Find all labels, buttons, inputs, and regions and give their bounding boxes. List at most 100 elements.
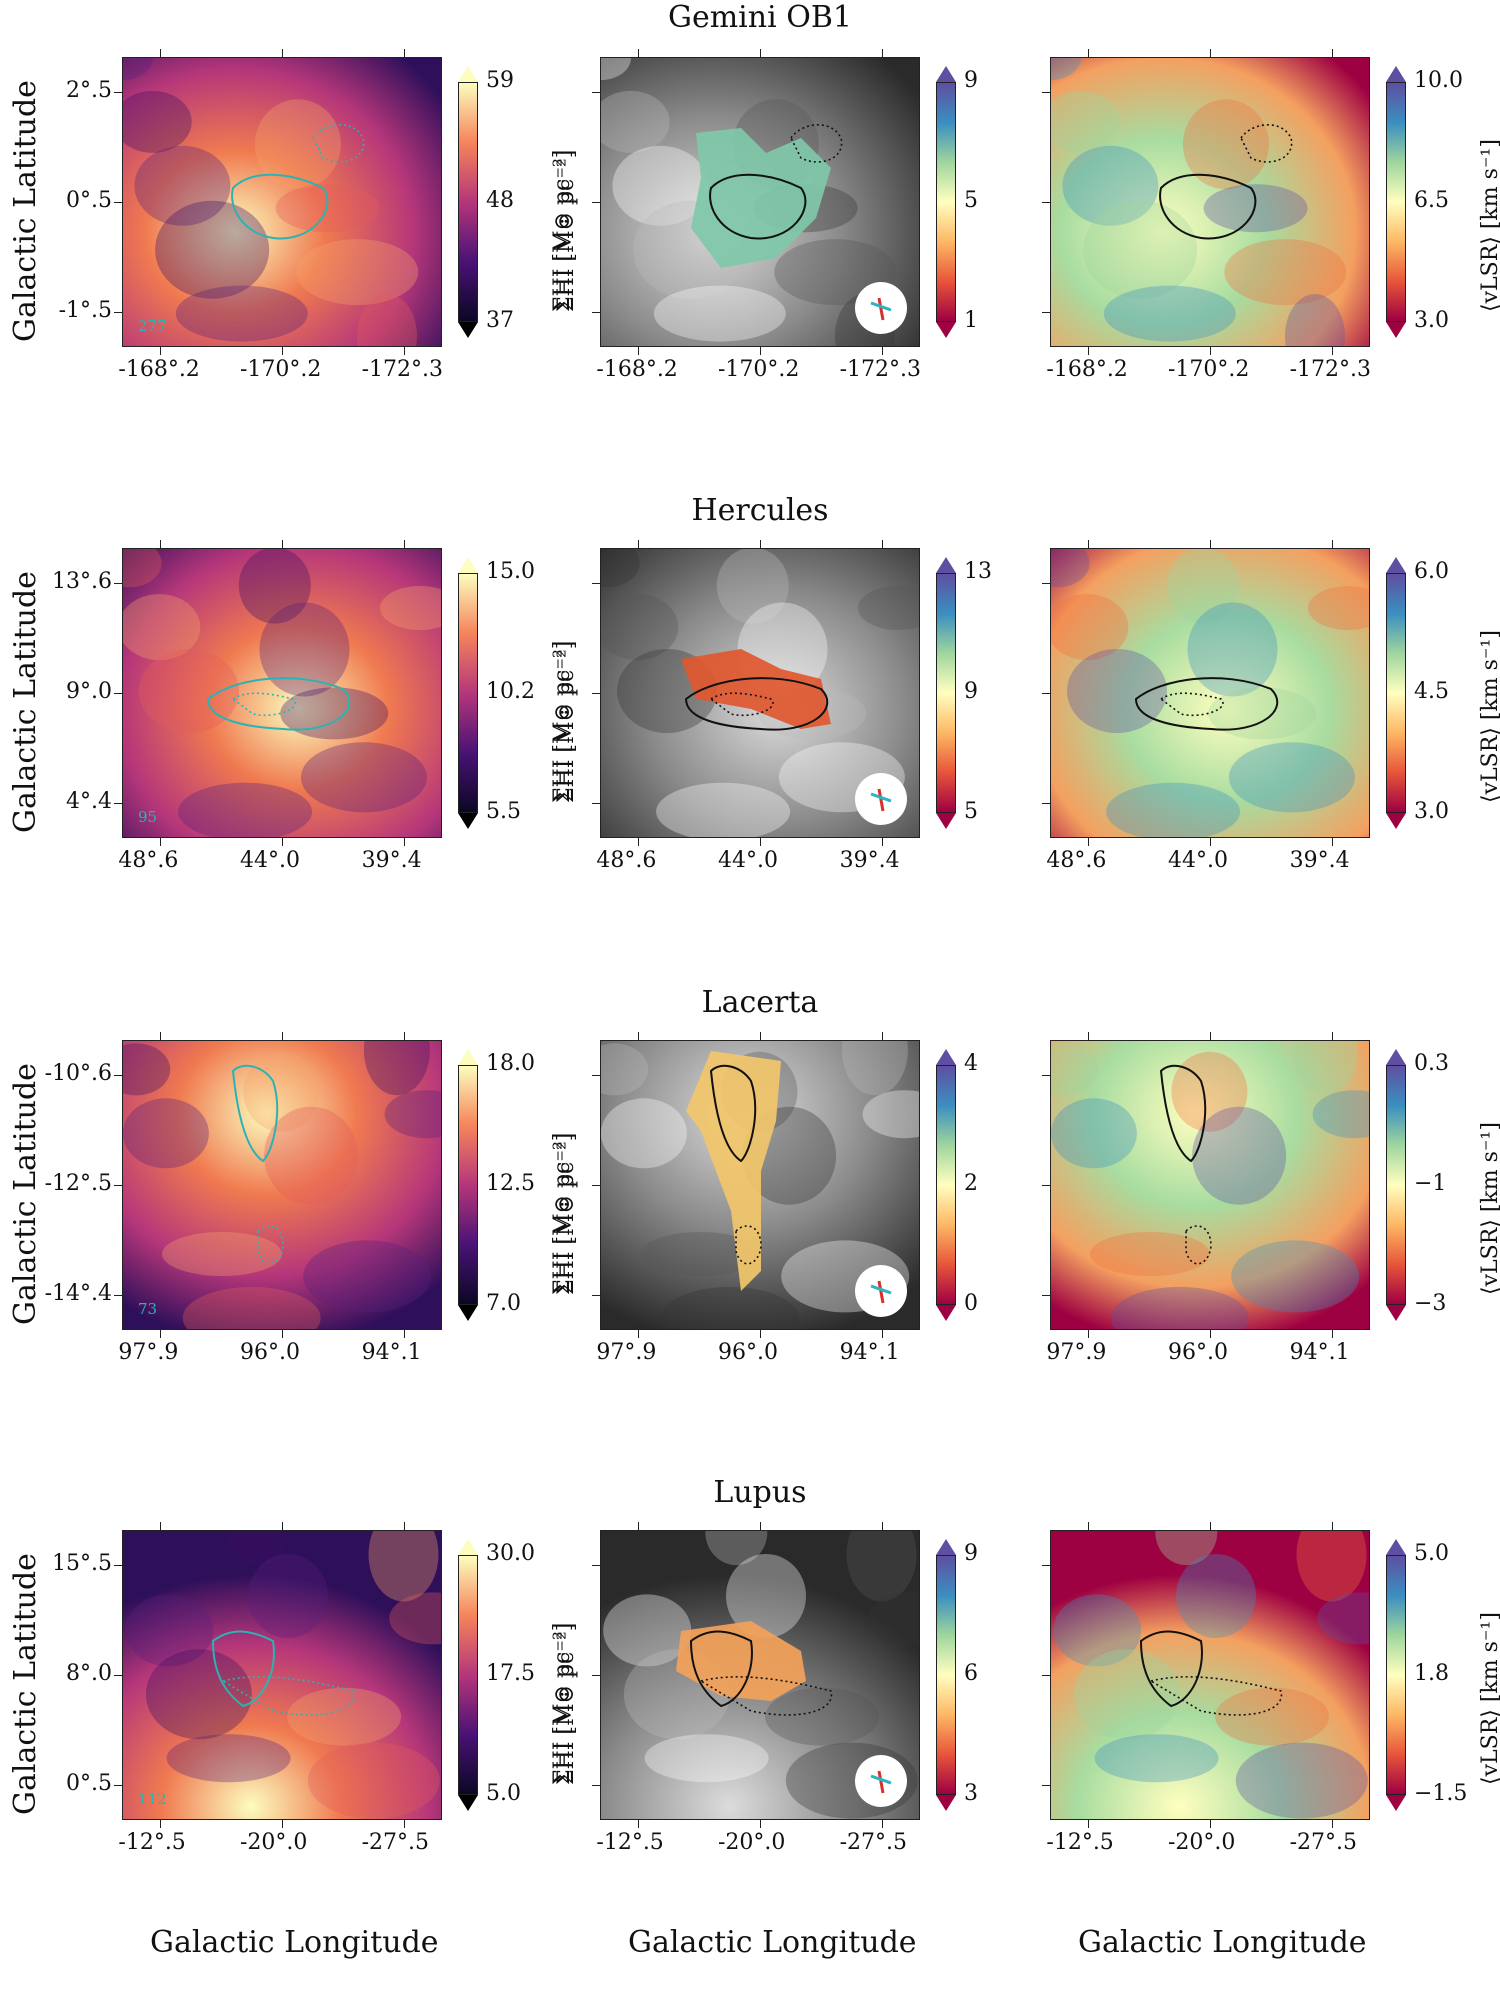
colorbar-tick-label: 5.0 [486, 1781, 521, 1806]
map-texture-blob [287, 1687, 402, 1746]
axis-tick-mark [282, 347, 283, 355]
col3-panel [1050, 57, 1370, 347]
axis-tick-mark [1331, 1820, 1333, 1828]
colorbar-tick-label: 4.5 [1414, 679, 1449, 704]
axis-tick-mark [160, 540, 162, 548]
axis-tick-mark [638, 1522, 640, 1530]
axis-tick-mark [592, 1295, 600, 1297]
x-tick-label: -12°.5 [596, 1830, 664, 1855]
panel-row-title: Gemini OB1 [668, 0, 852, 35]
colorbar-tick-label: 10.2 [486, 679, 535, 704]
colorbar-tick-label: 18.0 [486, 1051, 535, 1076]
map-texture-blob [656, 782, 791, 837]
map-texture-blob [175, 285, 308, 342]
y-tick-label: 9°.0 [66, 679, 112, 704]
cloud-contour [231, 692, 296, 717]
colorbar-extend-top-icon [1386, 1049, 1406, 1065]
axis-tick-mark [114, 1675, 122, 1676]
map-texture-blob [307, 1742, 440, 1819]
map-texture-blob [726, 1554, 806, 1638]
cloud-contour [1159, 1064, 1207, 1163]
axis-tick-mark [282, 1330, 283, 1338]
orientation-arrow-icon [877, 1280, 885, 1304]
col2-colorbar-unit-label: ΣHI [M⊙ pc⁻²] [554, 640, 579, 803]
axis-tick-mark [881, 1522, 883, 1530]
axis-tick-mark [1042, 1564, 1050, 1566]
col2-colorbar-unit-label: ΣHI [M⊙ pc⁻²] [554, 149, 579, 312]
map-texture-blob [601, 594, 679, 661]
y-tick-label: -14°.4 [44, 1281, 112, 1307]
colorbar-tick-label: 12.5 [486, 1171, 535, 1196]
col3-colorbar-unit-label: ⟨vLSR⟩ [km s⁻¹] [1478, 1612, 1500, 1785]
colorbar-tick-label: 0 [964, 1291, 978, 1316]
cloud-contour [689, 1630, 753, 1708]
axis-tick-mark [282, 838, 283, 846]
axis-tick-mark [592, 803, 600, 805]
map-texture-blob [1192, 1106, 1287, 1205]
col2-map-image [601, 58, 919, 346]
col3-colorbar [1386, 1555, 1406, 1795]
map-background [123, 1531, 441, 1819]
col2-map-image [601, 549, 919, 837]
col1-colorbar [458, 1555, 478, 1795]
col3-colorbar [1386, 82, 1406, 322]
map-texture-blob [1103, 285, 1236, 342]
colorbar-tick-label: 3 [964, 1781, 978, 1806]
map-texture-blob [243, 1051, 320, 1132]
cloud-contour [709, 173, 807, 240]
cloud-contour [206, 677, 351, 731]
colorbar-tick-label: −1.5 [1414, 1781, 1468, 1806]
x-tick-label: 97°.9 [596, 1340, 657, 1365]
map-texture-blob [1231, 1240, 1360, 1313]
col2-panel [600, 57, 920, 347]
y-tick-label: -12°.5 [44, 1171, 112, 1196]
panel-row-title: Lupus [713, 1475, 807, 1510]
axis-tick-mark [592, 1564, 600, 1566]
x-tick-label: 96°.0 [240, 1340, 300, 1365]
axis-tick-mark [160, 838, 162, 846]
x-tick-label: 39°.4 [1289, 848, 1350, 873]
col2-colorbar-unit-label: ΣHI [M⊙ pc⁻²] [554, 1132, 579, 1295]
map-texture-blob [275, 184, 380, 233]
map-texture-blob [227, 1531, 290, 1566]
map-texture-blob [705, 1531, 768, 1566]
x-tick-label: 94°.1 [1289, 1340, 1350, 1365]
colorbar-tick-label: 37 [486, 308, 514, 333]
map-texture-blob [264, 1106, 359, 1205]
map-texture-blob [380, 586, 441, 630]
axis-tick-mark [114, 1185, 122, 1186]
colorbar-extend-bottom-icon [458, 1795, 478, 1811]
map-texture-blob [162, 1232, 282, 1276]
axis-tick-mark [1088, 1032, 1090, 1040]
x-tick-label: 44°.0 [240, 848, 300, 873]
colorbar-extend-bottom-icon [458, 813, 478, 829]
cloud-contour [211, 1630, 275, 1708]
col2-colorbar [936, 573, 956, 813]
col1-panel [122, 1530, 442, 1820]
map-texture-blob [1291, 1041, 1358, 1096]
map-texture-blob [368, 1531, 439, 1602]
axis-tick-mark [1042, 1675, 1050, 1676]
map-texture-blob [1308, 586, 1369, 630]
axis-tick-mark [1331, 1522, 1333, 1530]
axis-tick-mark [403, 1522, 405, 1530]
map-texture-blob [296, 239, 419, 306]
axis-tick-mark [1042, 1185, 1050, 1186]
x-tick-label: 97°.9 [1046, 1340, 1107, 1365]
axis-tick-mark [160, 347, 162, 355]
colorbar-tick-label: 1.8 [1414, 1661, 1449, 1686]
colorbar-tick-label: 2 [964, 1171, 978, 1196]
col1-colorbar [458, 82, 478, 322]
cloud-contour [1185, 1225, 1212, 1265]
colorbar-tick-label: 0.3 [1414, 1051, 1449, 1076]
map-texture-blob [1176, 1554, 1256, 1638]
col3-panel [1050, 548, 1370, 838]
map-texture-blob [384, 1090, 441, 1139]
colorbar-tick-label: 6 [964, 1661, 978, 1686]
axis-tick-mark [114, 1785, 122, 1787]
map-texture-blob [1285, 294, 1345, 346]
colorbar-extend-top-icon [458, 1539, 478, 1555]
col1-map-image [123, 1531, 441, 1819]
y-tick-label: 4°.4 [66, 789, 112, 815]
axis-tick-mark [114, 803, 122, 805]
